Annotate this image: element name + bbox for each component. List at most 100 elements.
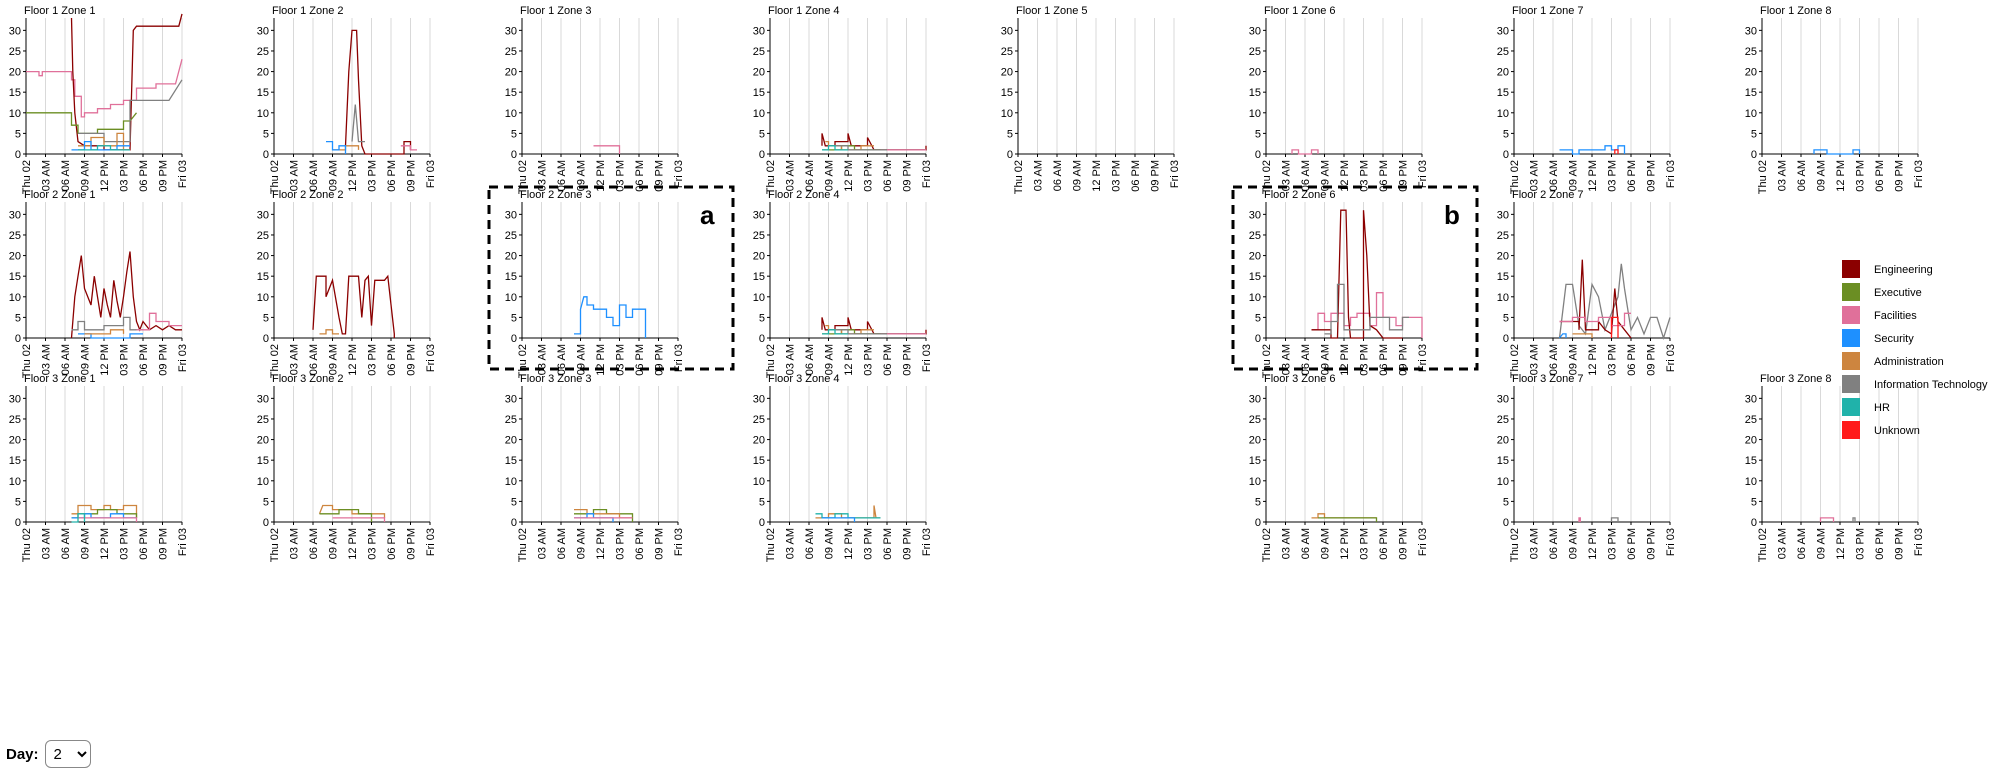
x-tick-label: 06 PM xyxy=(1626,528,1638,560)
y-tick-label: 15 xyxy=(1745,455,1757,467)
y-tick-label: 20 xyxy=(1745,435,1757,447)
series-line xyxy=(136,312,182,331)
x-tick-label: 09 AM xyxy=(328,160,340,191)
x-tick-label: 12 PM xyxy=(595,160,607,192)
series-line xyxy=(593,145,621,154)
x-tick-label: 03 PM xyxy=(119,344,131,376)
y-tick-label: 0 xyxy=(759,517,765,529)
y-tick-label: 20 xyxy=(753,435,765,447)
series-line xyxy=(1578,517,1581,522)
x-tick-label: 09 PM xyxy=(406,344,418,376)
panel-title: Floor 2 Zone 7 xyxy=(1512,189,1584,201)
x-tick-label: Fri 03 xyxy=(1913,528,1925,556)
chart-panel: Floor 3 Zone 2 0 5 10 15 20 25 30 Thu 02 03 AM 06 … xyxy=(257,373,437,562)
x-tick-label: 09 AM xyxy=(80,528,92,559)
y-tick-label: 5 xyxy=(15,128,21,140)
day-control: Day: 123 xyxy=(6,740,91,768)
y-tick-label: 10 xyxy=(505,292,517,304)
y-tick-label: 5 xyxy=(511,496,517,508)
x-tick-label: Fri 03 xyxy=(921,160,933,188)
series-line xyxy=(78,517,138,522)
x-tick-label: 03 PM xyxy=(367,160,379,192)
panel-title: Floor 1 Zone 2 xyxy=(272,5,344,17)
day-select[interactable]: 123 xyxy=(44,740,91,768)
y-tick-label: 15 xyxy=(1249,455,1261,467)
y-tick-label: 20 xyxy=(257,435,269,447)
x-tick-label: 09 PM xyxy=(158,528,170,560)
y-tick-label: 5 xyxy=(1007,128,1013,140)
series-line xyxy=(71,316,143,331)
x-tick-label: 03 PM xyxy=(1607,160,1619,192)
series-line xyxy=(815,513,881,519)
y-tick-label: 0 xyxy=(511,517,517,529)
y-tick-label: 25 xyxy=(257,46,269,58)
y-tick-label: 20 xyxy=(753,251,765,263)
series-line xyxy=(1311,292,1423,338)
y-tick-label: 30 xyxy=(1249,209,1261,221)
x-tick-label: Fri 03 xyxy=(921,528,933,556)
y-tick-label: 25 xyxy=(753,46,765,58)
x-tick-label: 03 PM xyxy=(1359,344,1371,376)
series-line xyxy=(1813,149,1861,155)
x-tick-label: 09 PM xyxy=(1398,344,1410,376)
x-tick-label: Fri 03 xyxy=(1417,344,1429,372)
series-line xyxy=(822,517,856,522)
series-line xyxy=(312,274,395,338)
x-tick-label: 06 AM xyxy=(556,160,568,191)
x-tick-label: 06 PM xyxy=(634,344,646,376)
x-tick-label: Fri 03 xyxy=(1665,344,1677,372)
x-tick-label: 03 AM xyxy=(289,160,301,191)
x-tick-label: Fri 03 xyxy=(177,344,189,372)
y-tick-label: 15 xyxy=(9,87,21,99)
y-tick-label: 30 xyxy=(9,25,21,37)
x-tick-label: 09 PM xyxy=(902,528,914,560)
x-tick-label: Thu 02 xyxy=(765,160,777,194)
x-tick-label: 12 PM xyxy=(843,344,855,376)
y-tick-label: 25 xyxy=(1249,414,1261,426)
x-tick-label: 12 PM xyxy=(1339,344,1351,376)
series-line xyxy=(1610,316,1619,338)
y-tick-label: 5 xyxy=(1751,496,1757,508)
chart-panel: Floor 3 Zone 7 0 5 10 15 20 25 30 Thu 02 03 AM 06 … xyxy=(1497,373,1677,562)
x-tick-label: 06 PM xyxy=(1130,160,1142,192)
panel-title: Floor 3 Zone 4 xyxy=(768,373,840,385)
series-line xyxy=(1559,145,1626,155)
y-tick-label: 20 xyxy=(505,67,517,79)
x-tick-label: 09 PM xyxy=(1646,528,1658,560)
y-tick-label: 5 xyxy=(263,496,269,508)
panel-title: Floor 3 Zone 3 xyxy=(520,373,592,385)
y-tick-label: 0 xyxy=(1751,149,1757,161)
x-tick-label: 12 PM xyxy=(99,160,111,192)
x-tick-label: 06 AM xyxy=(1300,344,1312,375)
series-line xyxy=(1291,149,1319,155)
series-line xyxy=(332,517,386,522)
x-tick-label: 09 PM xyxy=(1646,344,1658,376)
series-line xyxy=(1558,263,1671,341)
x-tick-label: 09 AM xyxy=(576,344,588,375)
y-tick-label: 0 xyxy=(1503,149,1509,161)
y-tick-label: 5 xyxy=(15,312,21,324)
legend-label: Security xyxy=(1874,333,1914,345)
y-tick-label: 20 xyxy=(505,251,517,263)
chart-panel: Floor 1 Zone 8 0 5 10 15 20 25 30 Thu 02 03 AM 06 … xyxy=(1745,5,1925,194)
x-tick-label: 09 AM xyxy=(824,344,836,375)
y-tick-label: 30 xyxy=(9,209,21,221)
x-tick-label: 03 AM xyxy=(1281,344,1293,375)
x-tick-label: Thu 02 xyxy=(21,344,33,378)
panel-title: Floor 2 Zone 1 xyxy=(24,189,96,201)
x-tick-label: Thu 02 xyxy=(1509,344,1521,378)
x-tick-label: 03 AM xyxy=(1529,344,1541,375)
series-line xyxy=(71,140,130,151)
day-label: Day: xyxy=(6,745,39,763)
x-tick-label: 06 AM xyxy=(1052,160,1064,191)
x-tick-label: 06 AM xyxy=(308,528,320,559)
y-tick-label: 30 xyxy=(505,25,517,37)
x-tick-label: 12 PM xyxy=(347,528,359,560)
x-tick-label: 09 AM xyxy=(1568,160,1580,191)
x-tick-label: 03 AM xyxy=(537,528,549,559)
y-tick-label: 15 xyxy=(257,87,269,99)
legend-swatch xyxy=(1842,421,1860,439)
y-tick-label: 10 xyxy=(1497,292,1509,304)
x-tick-label: 03 PM xyxy=(1359,528,1371,560)
series-line xyxy=(825,324,874,335)
